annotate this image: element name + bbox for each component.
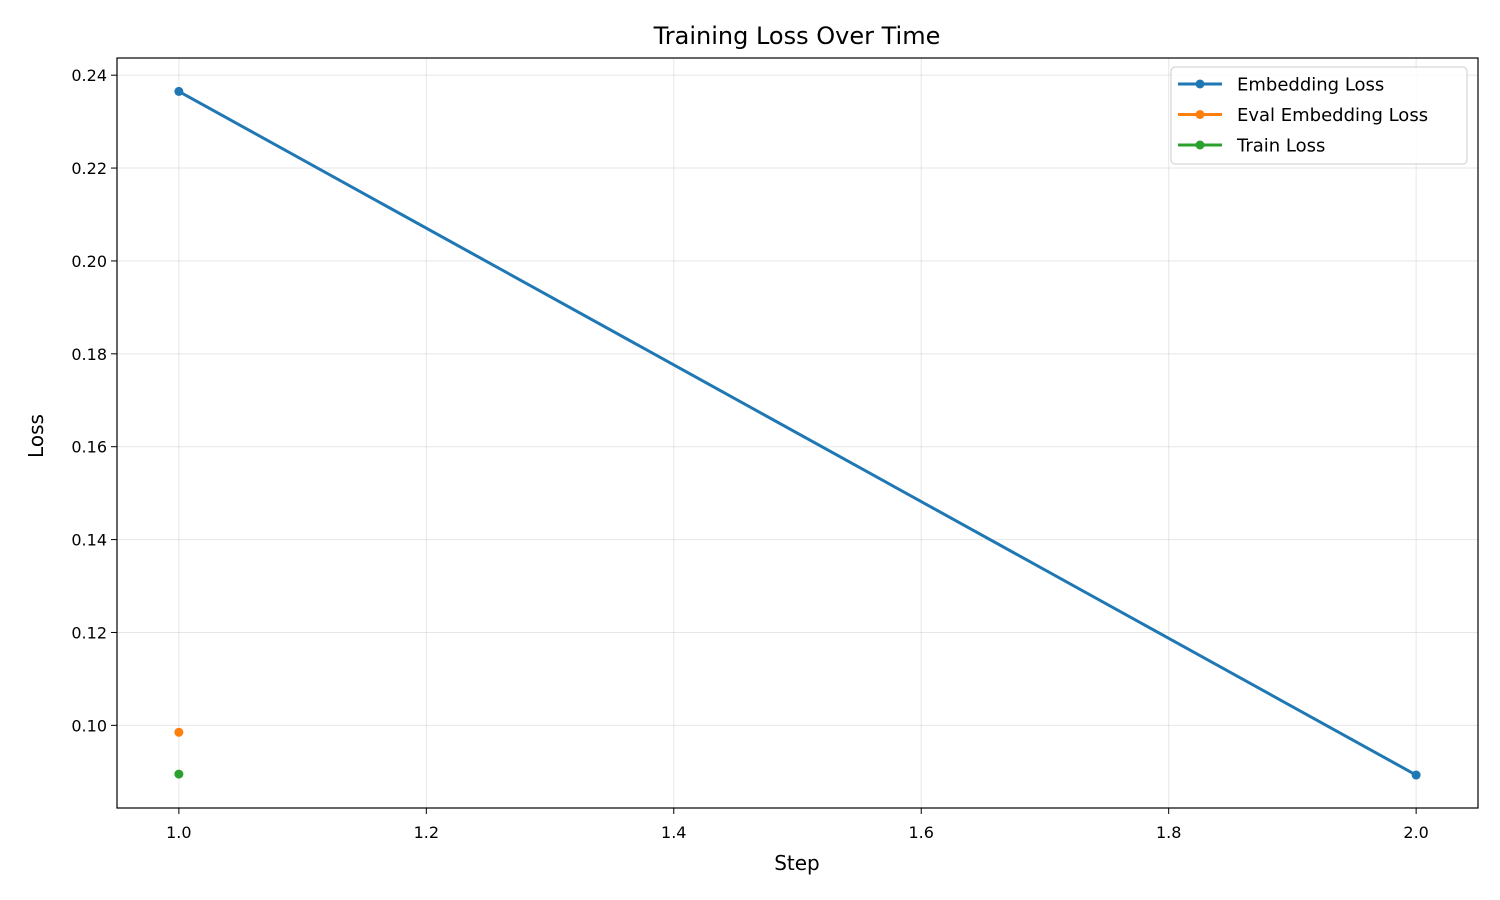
y-axis: 0.10 0.12 0.14 0.16 0.18 0.20 0.22 0.24: [71, 66, 117, 735]
legend-label-eval-embedding-loss: Eval Embedding Loss: [1237, 105, 1428, 126]
legend-marker-train-loss: [1195, 140, 1205, 150]
legend-marker-embedding-loss: [1195, 79, 1205, 89]
legend-label-embedding-loss: Embedding Loss: [1237, 75, 1384, 96]
y-tick-label: 0.14: [71, 531, 107, 550]
series-layer: [174, 86, 1421, 780]
x-axis-title: Step: [774, 851, 820, 875]
embedding-loss-point: [1411, 770, 1421, 780]
x-tick-label: 1.8: [1156, 823, 1181, 842]
legend-label-train-loss: Train Loss: [1236, 136, 1325, 157]
y-tick-label: 0.24: [71, 66, 107, 85]
x-tick-label: 2.0: [1403, 823, 1428, 842]
x-tick-label: 1.0: [166, 823, 191, 842]
x-tick-label: 1.6: [909, 823, 934, 842]
legend-box: [1170, 66, 1468, 165]
grid: [117, 58, 1478, 808]
y-tick-label: 0.20: [71, 252, 107, 271]
train-loss-point: [174, 769, 184, 779]
y-tick-label: 0.10: [71, 716, 107, 735]
eval-embedding-loss-point: [174, 727, 184, 737]
series-train-loss: [174, 769, 184, 779]
x-axis: 1.0 1.2 1.4 1.6 1.8 2.0: [166, 808, 1429, 842]
y-axis-title: Loss: [24, 414, 48, 458]
legend-marker-eval-embedding-loss: [1195, 110, 1205, 119]
y-tick-label: 0.22: [71, 159, 107, 178]
y-tick-label: 0.12: [71, 623, 107, 642]
series-eval-embedding-loss: [174, 727, 184, 737]
plot-frame: [116, 57, 1479, 809]
x-tick-label: 1.4: [661, 823, 686, 842]
x-tick-label: 1.2: [414, 823, 439, 842]
y-tick-label: 0.18: [71, 345, 107, 364]
legend: Embedding Loss Eval Embedding Loss Train L…: [1170, 66, 1468, 165]
series-embedding-loss: [174, 86, 1421, 780]
embedding-loss-line: [178, 90, 1417, 777]
y-tick-label: 0.16: [71, 438, 107, 457]
embedding-loss-point: [174, 86, 184, 96]
chart-title: Training Loss Over Time: [653, 22, 941, 50]
